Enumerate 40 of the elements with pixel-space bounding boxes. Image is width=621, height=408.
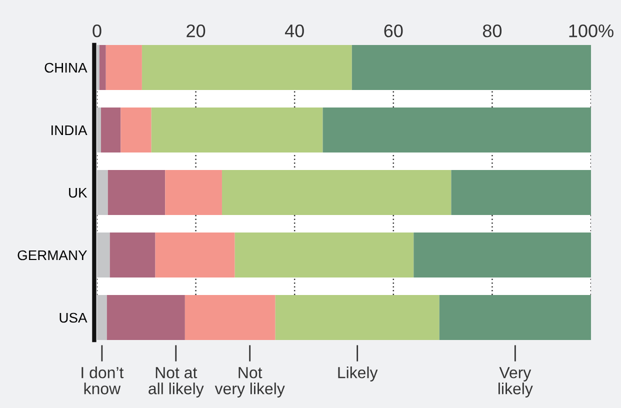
bar (110, 232, 156, 278)
series-label: Not very likely (214, 367, 285, 398)
y-tick-label: USA (60, 312, 88, 323)
bar (99, 45, 106, 90)
series-label: Likely (338, 366, 378, 382)
bar (352, 45, 591, 90)
x-tick-label: 80 (482, 24, 502, 38)
bar (439, 295, 591, 340)
bar (234, 232, 414, 278)
y-tick-label: UK (69, 188, 88, 198)
y-tick-label: CHINA (44, 62, 88, 73)
bar (184, 295, 276, 340)
bar (97, 170, 108, 215)
bar (97, 295, 107, 340)
bar (97, 108, 101, 152)
x-tick-label: 60 (384, 24, 403, 38)
bar (100, 108, 121, 152)
y-tick-label: GERMANY (18, 250, 87, 260)
bar (222, 170, 452, 215)
bar (106, 295, 185, 340)
bar (165, 170, 222, 215)
bar (451, 170, 591, 215)
x-tick-label: 40 (284, 24, 304, 38)
x-tick-label: 20 (186, 24, 206, 38)
x-tick-label: 100% (569, 24, 614, 38)
bar (275, 295, 440, 340)
bar (108, 170, 166, 215)
x-tick-label: 0 (92, 24, 102, 38)
bar (151, 108, 323, 152)
bar (97, 232, 110, 278)
bar (142, 45, 352, 90)
bar (106, 45, 142, 90)
bar (322, 108, 591, 152)
series-label: Not at all likely (148, 367, 204, 398)
bar (155, 232, 235, 278)
bar (414, 232, 591, 278)
bar (120, 108, 152, 152)
series-label: I don’t know (82, 366, 124, 394)
series-label: Very likely (498, 367, 533, 398)
y-tick-label: INDIA (52, 125, 88, 136)
